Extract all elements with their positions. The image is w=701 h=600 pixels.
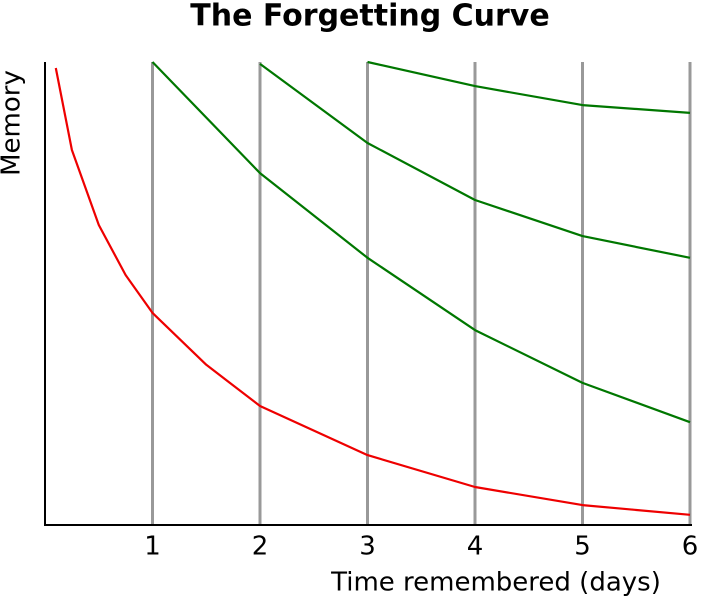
chart-title: The Forgetting Curve	[190, 0, 549, 34]
x-tick-label: 4	[467, 532, 484, 562]
x-tick-label: 5	[574, 532, 591, 562]
curve	[54, 67, 691, 516]
curve	[367, 60, 691, 114]
x-axis-label: Time remembered (days)	[330, 568, 661, 598]
x-tick-label: 6	[682, 532, 699, 562]
curve	[151, 61, 691, 424]
x-tick-label: 1	[144, 532, 161, 562]
curve	[259, 63, 691, 259]
x-tick-label: 3	[359, 532, 376, 562]
y-axis-label: Memory	[0, 70, 27, 176]
x-tick-label: 2	[252, 532, 269, 562]
